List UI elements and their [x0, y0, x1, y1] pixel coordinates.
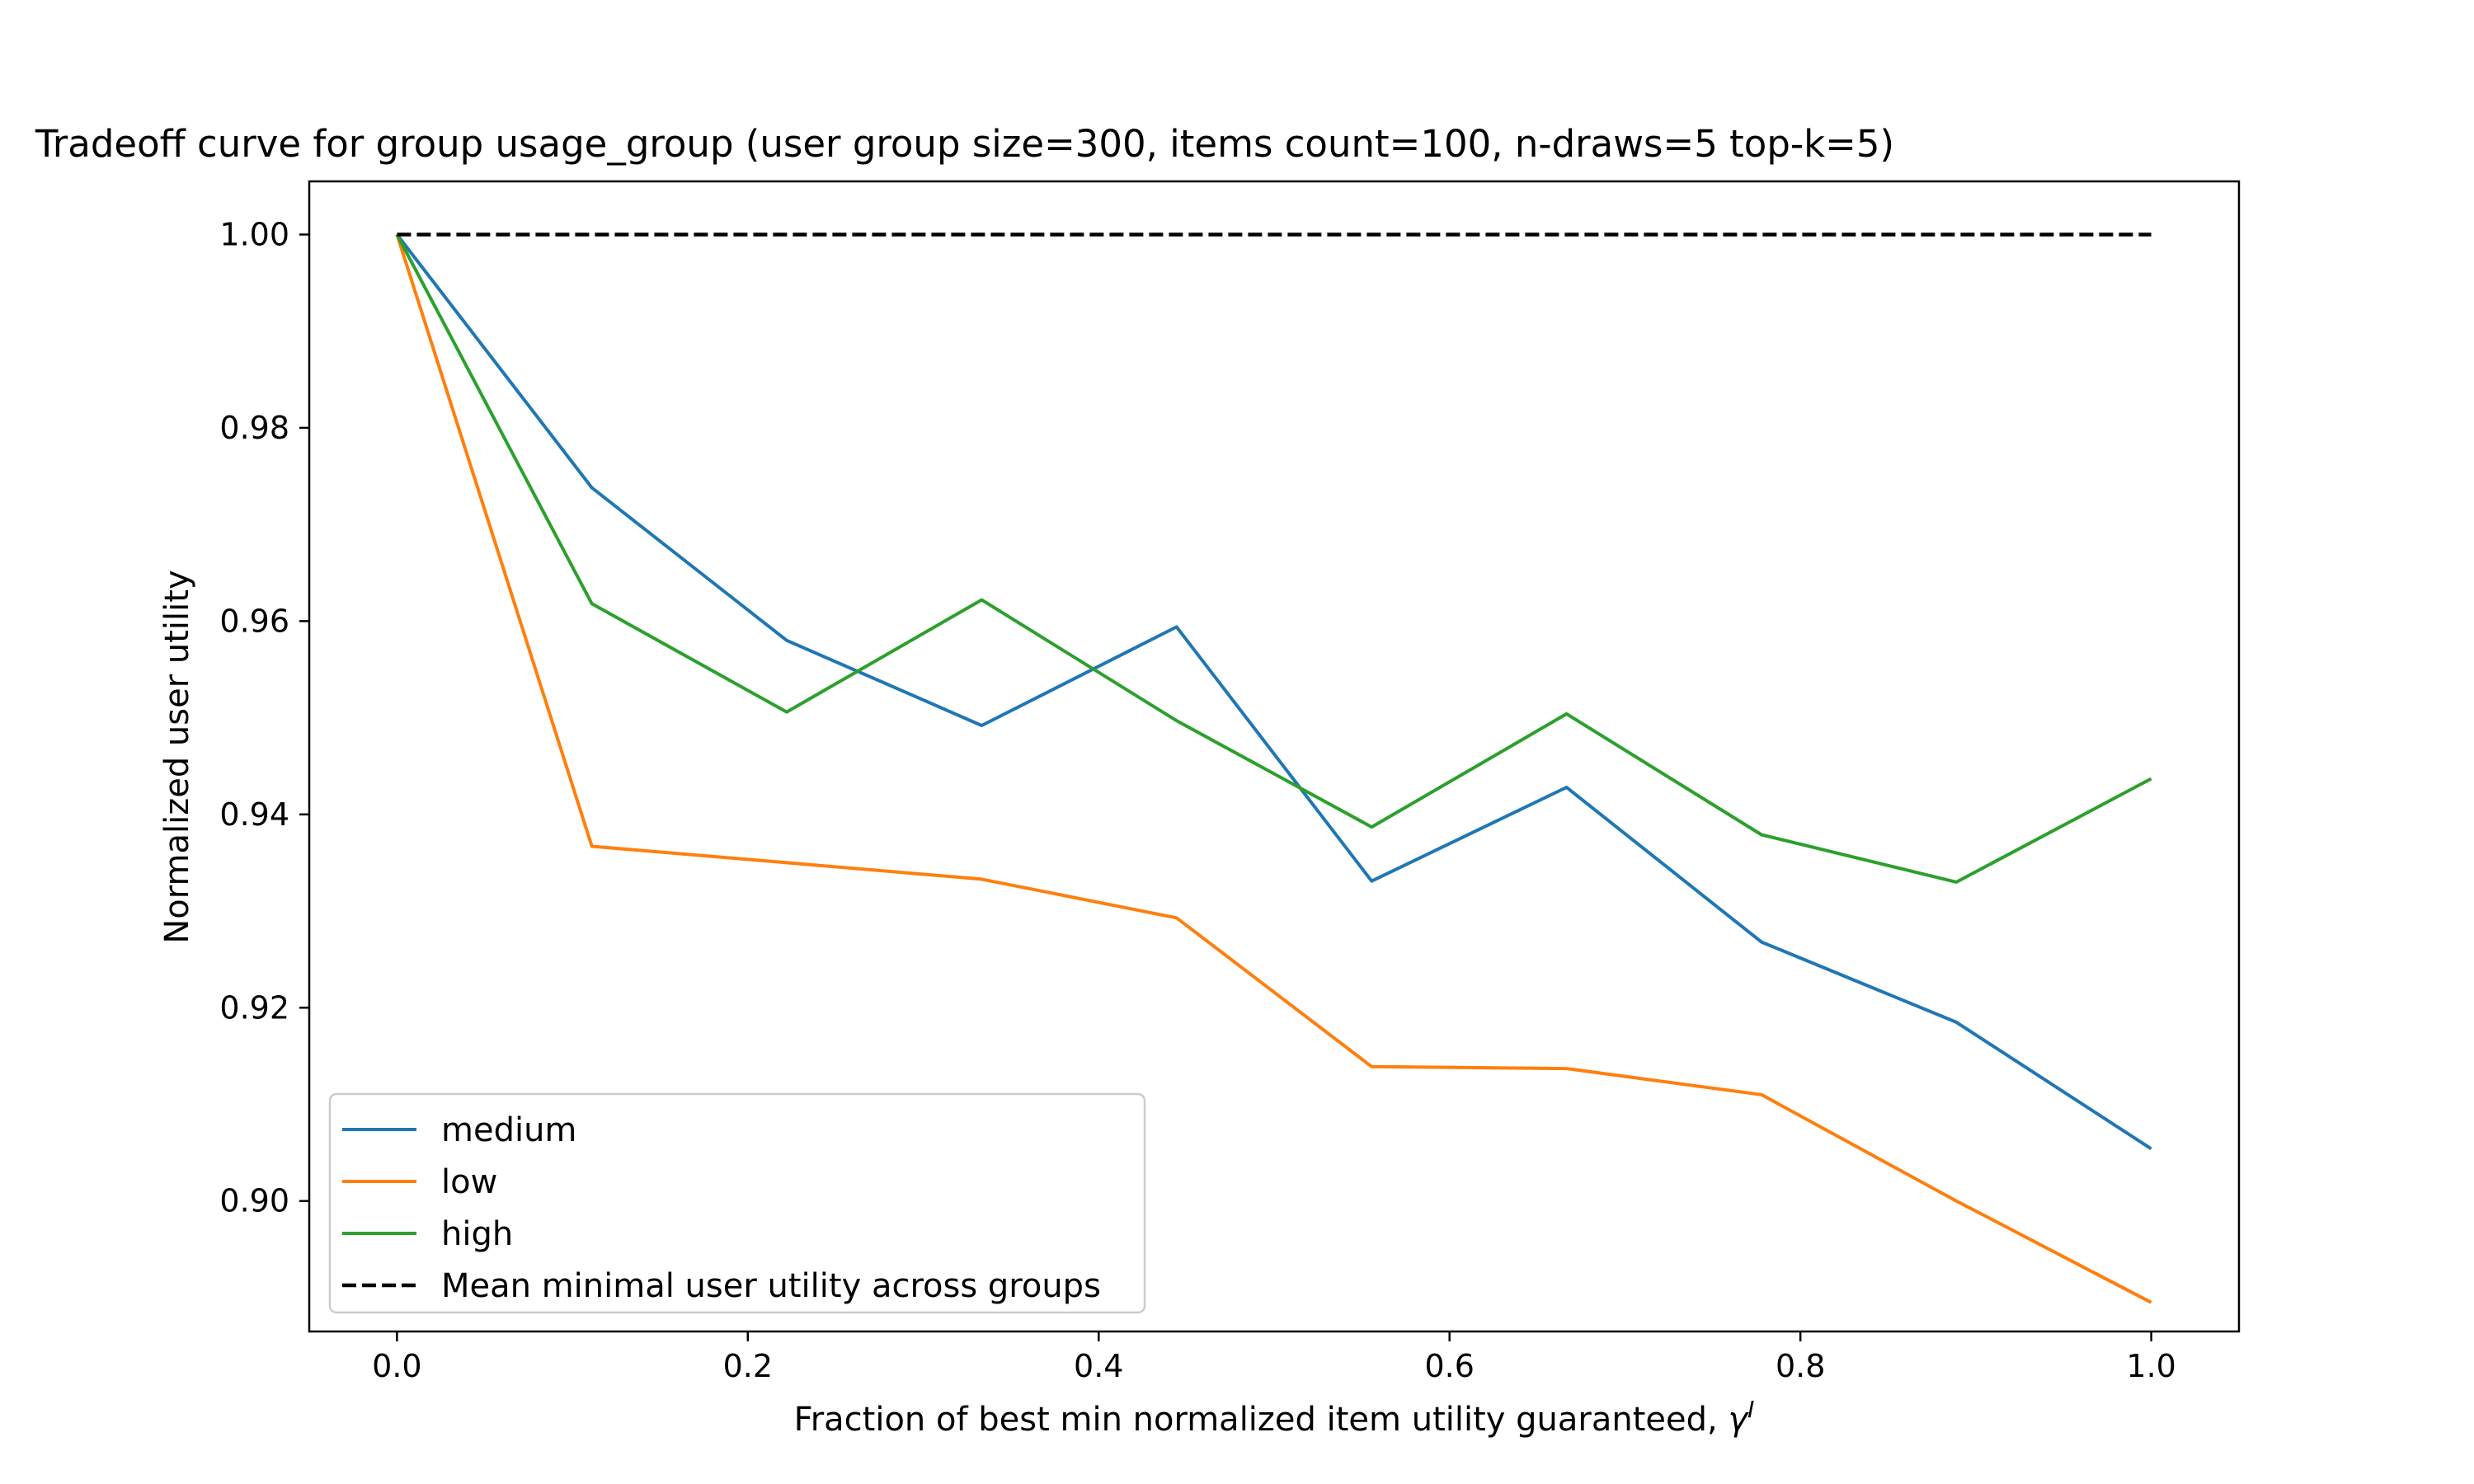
y-axis-ticks: 0.90 0.92 0.94 0.96 0.98 1.00 [219, 216, 309, 1219]
legend-label-medium: medium [441, 1111, 576, 1149]
y-axis-label: Normalized user utility [158, 570, 196, 943]
legend-label-mean-minimal-user-utility-across-groups: Mean minimal user utility across groups [441, 1267, 1101, 1305]
y-tick-label: 0.96 [219, 603, 289, 639]
x-axis-label-superscript: I [1747, 1396, 1754, 1423]
y-tick-label: 1.00 [219, 216, 289, 252]
legend-label-high: high [441, 1215, 513, 1253]
y-tick-label: 0.98 [219, 410, 289, 446]
series-line-low [395, 233, 2152, 1304]
chart-title: Tradeoff curve for group usage_group (us… [35, 122, 1894, 166]
x-tick-label: 0.2 [723, 1348, 773, 1384]
legend-label-low: low [441, 1163, 497, 1201]
x-axis-label: Fraction of best min normalized item uti… [794, 1396, 1755, 1439]
series-line-medium [395, 233, 2152, 1151]
x-tick-label: 0.0 [372, 1348, 421, 1384]
series-line-high [395, 233, 2152, 884]
x-tick-label: 0.4 [1074, 1348, 1123, 1384]
plot-series [395, 232, 2152, 1304]
y-tick-label: 0.90 [219, 1183, 289, 1219]
x-tick-label: 1.0 [2126, 1348, 2175, 1384]
y-tick-label: 0.92 [219, 989, 289, 1026]
y-tick-label: 0.94 [219, 796, 289, 833]
plot-area-frame [308, 180, 2241, 1333]
x-axis-ticks: 0.0 0.2 0.4 0.6 0.8 1.0 [372, 1331, 2176, 1384]
x-axis-label-symbol: γ [1728, 1401, 1749, 1439]
x-tick-label: 0.6 [1425, 1348, 1475, 1384]
legend-box [328, 1092, 1146, 1314]
legend: medium low high Mean minimal user utility a… [328, 1092, 1146, 1314]
x-axis-label-text: Fraction of best min normalized item uti… [794, 1401, 1729, 1439]
x-tick-label: 0.8 [1776, 1348, 1825, 1384]
